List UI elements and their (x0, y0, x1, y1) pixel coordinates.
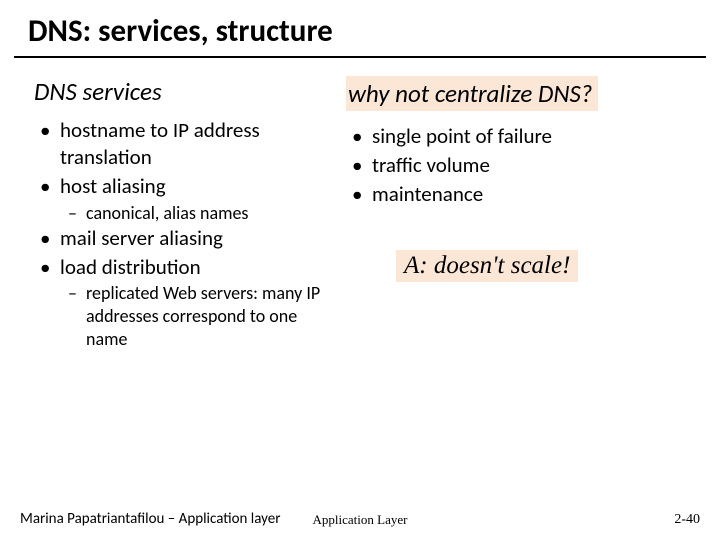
sub-list-item: replicated Web servers: many IP addresse… (34, 282, 332, 351)
list-item: single point of failure (346, 123, 682, 150)
list-item: host aliasing (34, 173, 332, 200)
list-item: hostname to IP address translation (34, 117, 332, 171)
answer-highlight: A: doesn't scale! (396, 250, 578, 282)
left-bullet-list: hostname to IP address translation host … (34, 117, 332, 352)
right-heading: why not centralize DNS? (346, 76, 598, 111)
left-column: DNS services hostname to IP address tran… (0, 76, 340, 352)
content-area: DNS services hostname to IP address tran… (0, 58, 720, 352)
list-item: traffic volume (346, 152, 682, 179)
slide: DNS: services, structure DNS services ho… (0, 0, 720, 540)
left-heading: DNS services (34, 76, 332, 107)
list-item: mail server aliasing (34, 225, 332, 252)
footer-right: 2-40 (674, 512, 700, 528)
right-column: why not centralize DNS? single point of … (340, 76, 700, 352)
right-bullet-list: single point of failure traffic volume m… (346, 123, 682, 208)
sub-list-item: canonical, alias names (34, 202, 332, 225)
list-item: load distribution (34, 254, 332, 281)
list-item: maintenance (346, 181, 682, 208)
footer-left: Marina Papatriantafilou – Application la… (20, 510, 280, 528)
slide-title: DNS: services, structure (0, 0, 720, 56)
